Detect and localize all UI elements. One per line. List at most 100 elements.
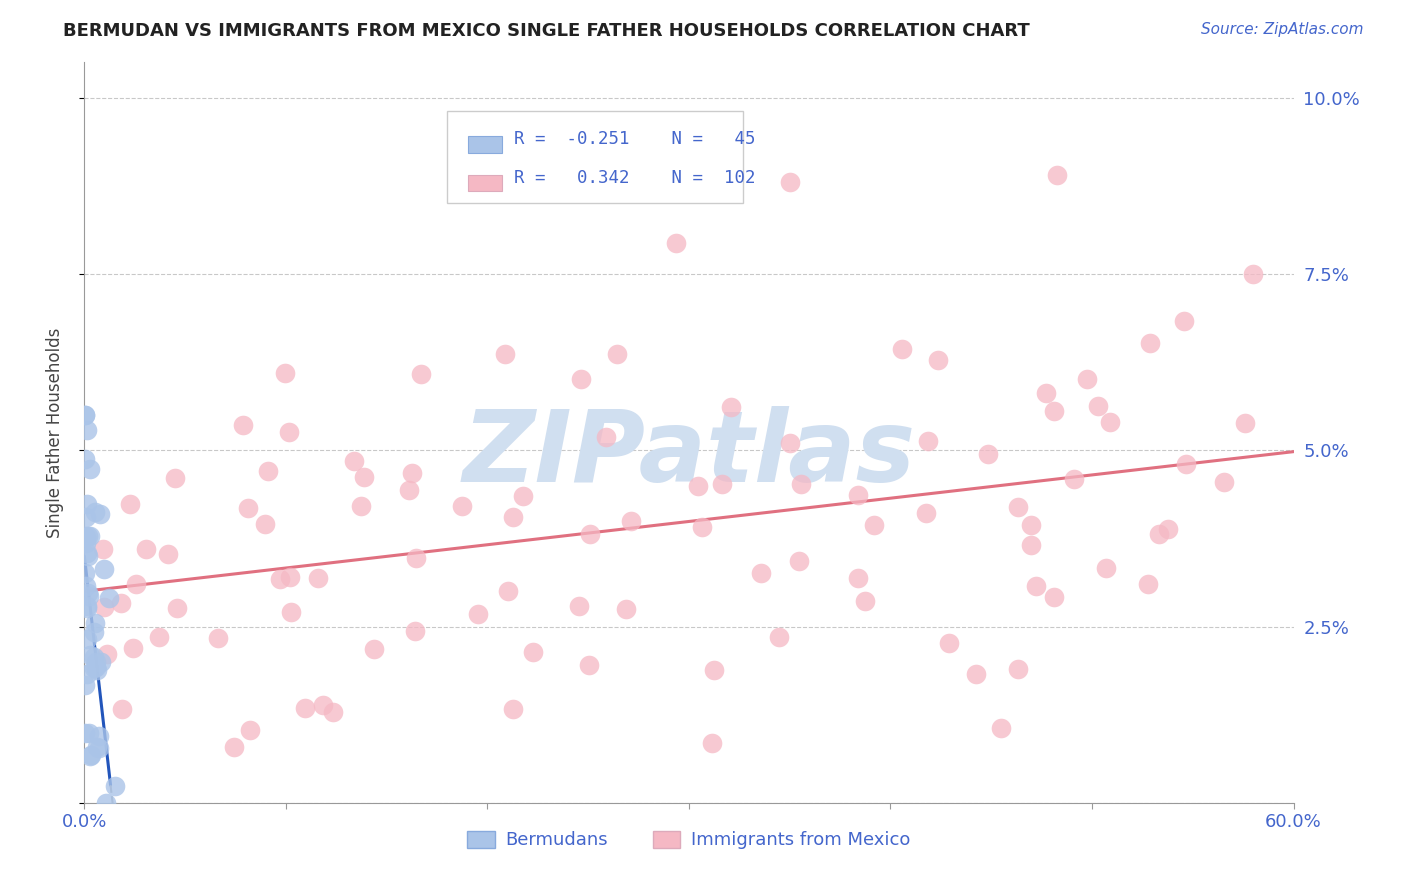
Point [96,647,118,661]
Point [779,435,801,450]
Point [404,624,426,638]
Point [890,342,912,356]
Point [76,599,98,613]
Point [1043,590,1066,604]
Point [73,726,96,740]
Point [703,663,725,677]
Point [512,489,534,503]
Point [79,749,101,764]
Point [927,353,949,368]
Point [111,702,134,716]
Point [274,367,297,381]
Point [224,740,246,755]
Text: R =  -0.251    N =   45: R = -0.251 N = 45 [513,130,755,148]
Point [1043,403,1066,417]
Point [75,678,97,692]
Point [84,505,107,519]
Point [83,649,105,664]
Point [76,423,98,437]
Point [86,663,108,677]
Point [87,740,110,755]
Point [83,661,105,675]
Point [620,514,643,528]
Point [1099,415,1122,429]
Point [1007,500,1029,514]
Point [862,517,884,532]
Point [77,586,100,600]
Point [91,542,114,557]
Point [76,546,98,560]
Point [409,368,432,382]
Point [76,632,98,647]
Text: Source: ZipAtlas.com: Source: ZipAtlas.com [1201,22,1364,37]
Point [307,571,329,585]
Point [93,600,115,615]
Point [79,648,101,662]
Legend: Bermudans, Immigrants from Mexico: Bermudans, Immigrants from Mexico [460,823,918,856]
Point [1019,538,1042,552]
Point [917,434,939,448]
Point [595,430,617,444]
Point [749,566,772,580]
Point [79,529,101,543]
Point [77,725,100,739]
FancyBboxPatch shape [468,136,502,153]
Point [1019,518,1042,533]
Point [1174,457,1197,471]
Point [148,630,170,644]
Point [787,554,810,568]
Point [1046,168,1069,182]
Point [450,499,472,513]
Point [73,408,96,422]
Point [1233,416,1256,430]
Point [846,571,869,585]
Point [496,584,519,599]
Point [965,667,987,681]
Point [779,175,801,189]
Text: BERMUDAN VS IMMIGRANTS FROM MEXICO SINGLE FATHER HOUSEHOLDS CORRELATION CHART: BERMUDAN VS IMMIGRANTS FROM MEXICO SINGL… [63,22,1031,40]
Point [977,447,1000,461]
Point [118,497,141,511]
Point [253,516,276,531]
Point [75,536,97,550]
Point [688,478,710,492]
Point [89,507,111,521]
Point [232,418,254,433]
Point [110,596,132,610]
Point [94,796,117,810]
Point [77,549,100,563]
Point [294,701,316,715]
Point [614,601,637,615]
Point [122,640,145,655]
Point [75,509,97,524]
Point [73,566,96,581]
Point [73,452,96,467]
Point [163,470,186,484]
Point [124,577,146,591]
Point [280,605,302,619]
Point [606,346,628,360]
FancyBboxPatch shape [468,175,502,191]
Point [76,529,98,543]
Point [75,408,97,422]
Point [86,739,108,754]
Point [236,501,259,516]
Point [350,499,373,513]
Point [76,601,98,615]
Point [278,425,301,439]
Point [1136,576,1159,591]
Y-axis label: Single Father Households: Single Father Households [45,327,63,538]
Point [914,506,936,520]
Point [938,636,960,650]
Point [1173,313,1195,327]
Point [1241,267,1264,281]
Point [692,519,714,533]
Point [853,594,876,608]
Text: R =   0.342    N =  102: R = 0.342 N = 102 [513,169,755,187]
Point [322,705,344,719]
Point [256,464,278,478]
Point [846,488,869,502]
Point [1087,399,1109,413]
Point [502,702,524,716]
Point [990,721,1012,735]
